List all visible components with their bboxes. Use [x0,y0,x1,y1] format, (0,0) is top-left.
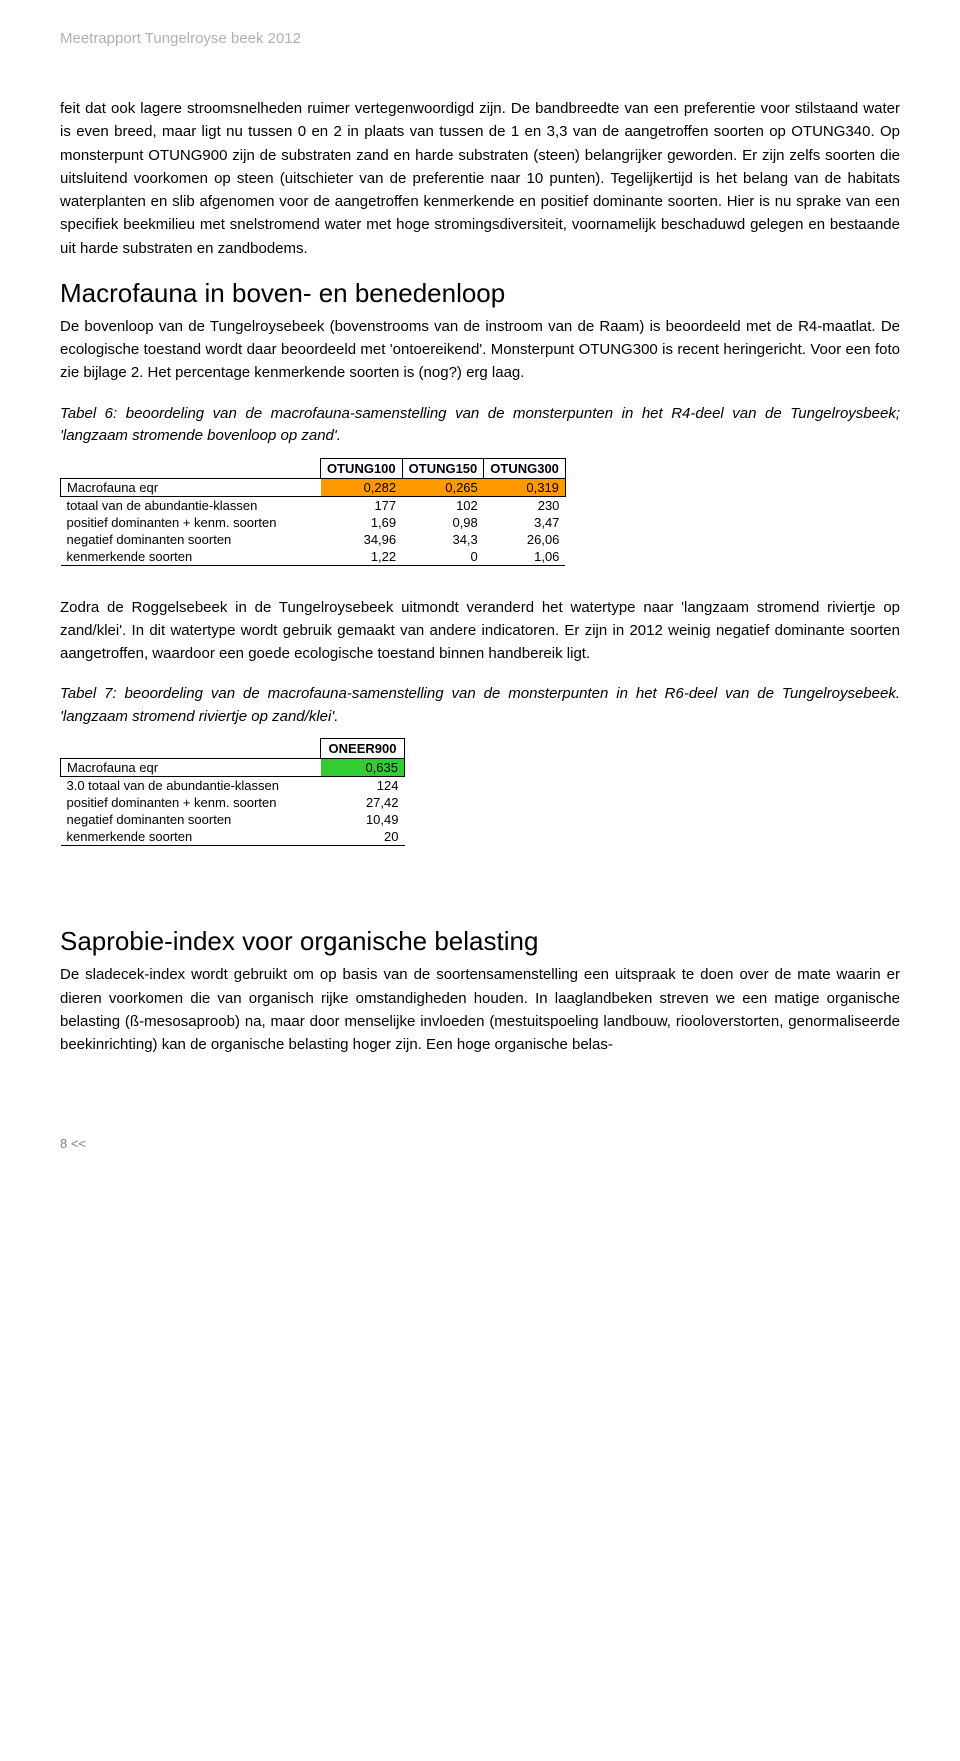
table-row: totaal van de abundantie-klassen 177 102… [61,496,566,514]
cell-value: 102 [402,496,484,514]
cell-value: 34,96 [321,531,403,548]
cell-value: 0,635 [321,759,405,777]
paragraph-saprobie: De sladecek-index wordt gebruikt om op b… [60,963,900,1056]
row-label: negatief dominanten soorten [61,531,321,548]
table-row: 3.0 totaal van de abundantie-klassen 124 [61,777,405,795]
table-row: Macrofauna eqr 0,282 0,265 0,319 [61,478,566,496]
row-label: Macrofauna eqr [61,759,321,777]
row-label: kenmerkende soorten [61,548,321,566]
cell-value: 0,98 [402,514,484,531]
cell-value: 26,06 [484,531,566,548]
cell-value: 124 [321,777,405,795]
cell-value: 10,49 [321,811,405,828]
document-header: Meetrapport Tungelroyse beek 2012 [60,30,900,47]
cell-value: 230 [484,496,566,514]
cell-value: 1,22 [321,548,403,566]
table-row: positief dominanten + kenm. soorten 1,69… [61,514,566,531]
table-row: kenmerkende soorten 20 [61,828,405,846]
row-label: positief dominanten + kenm. soorten [61,794,321,811]
table-row: positief dominanten + kenm. soorten 27,4… [61,794,405,811]
cell-value: 3,47 [484,514,566,531]
row-label: kenmerkende soorten [61,828,321,846]
heading-macrofauna: Macrofauna in boven- en benedenloop [60,278,900,309]
row-label: Macrofauna eqr [61,478,321,496]
table6-caption: Tabel 6: beoordeling van de macrofauna-s… [60,403,900,448]
heading-saprobie: Saprobie-index voor organische belasting [60,926,900,957]
cell-value: 34,3 [402,531,484,548]
cell-value: 0,319 [484,478,566,496]
paragraph-roggelsebeek: Zodra de Roggelsebeek in de Tungelroyseb… [60,596,900,666]
table7-caption: Tabel 7: beoordeling van de macrofauna-s… [60,683,900,728]
cell-value: 177 [321,496,403,514]
table-row: negatief dominanten soorten 34,96 34,3 2… [61,531,566,548]
cell-value: 1,69 [321,514,403,531]
cell-value: 0 [402,548,484,566]
table-row: kenmerkende soorten 1,22 0 1,06 [61,548,566,566]
row-label: positief dominanten + kenm. soorten [61,514,321,531]
page-number: 8 << [60,1136,900,1151]
table6-header-cell: OTUNG150 [402,458,484,478]
row-label: negatief dominanten soorten [61,811,321,828]
table7-header-cell: ONEER900 [321,739,405,759]
table7: ONEER900 Macrofauna eqr 0,635 3.0 totaal… [60,738,405,846]
paragraph-intro: feit dat ook lagere stroomsnelheden ruim… [60,97,900,260]
cell-value: 27,42 [321,794,405,811]
table6: OTUNG100 OTUNG150 OTUNG300 Macrofauna eq… [60,458,566,566]
table6-header-cell: OTUNG300 [484,458,566,478]
cell-value: 1,06 [484,548,566,566]
row-label: totaal van de abundantie-klassen [61,496,321,514]
cell-value: 0,265 [402,478,484,496]
row-label: 3.0 totaal van de abundantie-klassen [61,777,321,795]
table6-header-cell: OTUNG100 [321,458,403,478]
table-row: negatief dominanten soorten 10,49 [61,811,405,828]
table6-header-row: OTUNG100 OTUNG150 OTUNG300 [61,458,566,478]
table-row: Macrofauna eqr 0,635 [61,759,405,777]
table7-header-row: ONEER900 [61,739,405,759]
paragraph-macrofauna-intro: De bovenloop van de Tungelroysebeek (bov… [60,315,900,385]
cell-value: 0,282 [321,478,403,496]
cell-value: 20 [321,828,405,846]
